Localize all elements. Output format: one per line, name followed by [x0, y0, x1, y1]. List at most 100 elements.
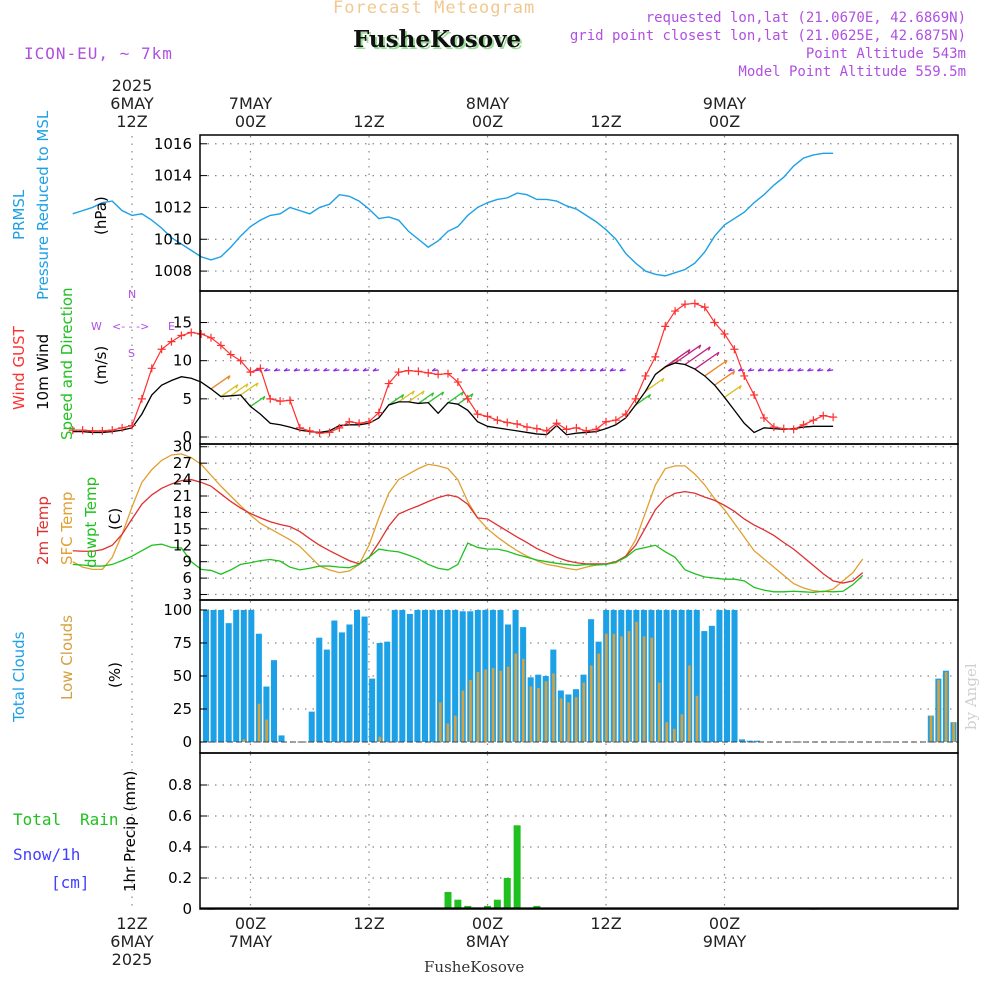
y-tick-label: 1010	[154, 230, 192, 248]
wind-arrow-head	[707, 346, 711, 351]
wind-gust-marker	[147, 364, 156, 373]
wind-arrow-head	[431, 392, 435, 397]
clouds-unit: (%)	[106, 662, 124, 688]
wind-gust-marker	[216, 341, 225, 350]
compass-s: S	[128, 347, 135, 360]
wind-arrow-head	[461, 367, 466, 372]
wind-gust-marker	[572, 423, 581, 432]
wind-gust-marker	[246, 368, 255, 377]
time-label-bottom: 7MAY	[229, 932, 273, 951]
total-clouds-bar	[369, 678, 376, 742]
wind-gust-marker	[226, 350, 235, 359]
time-label-top: 00Z	[472, 112, 503, 131]
wind-gust-marker	[661, 322, 670, 331]
wind-gust-label: Wind GUST	[10, 325, 28, 410]
wind-arrow-head	[313, 367, 318, 372]
wind-gust-marker	[611, 416, 620, 425]
low-clouds-bar	[627, 631, 631, 742]
wind-gust-marker	[78, 426, 87, 435]
wind-arrow-head	[540, 367, 545, 372]
time-label-bottom: 12Z	[116, 914, 147, 933]
rain-bar	[503, 878, 511, 909]
y-tick-label: 25	[173, 700, 192, 718]
pressure-panel-frame	[199, 134, 959, 292]
wind-gust-marker	[394, 368, 403, 377]
total-clouds-bar	[210, 609, 217, 742]
wind-gust-marker	[769, 423, 778, 432]
wind-direction-arrow	[684, 346, 711, 366]
wind-direction-arrow	[230, 383, 249, 397]
wind-arrow-head	[372, 367, 377, 372]
total-clouds-bar	[459, 611, 466, 742]
total-clouds-bar	[225, 623, 232, 742]
wind-gust-marker	[483, 412, 492, 421]
wind-gust-marker	[799, 420, 808, 429]
low-clouds-bar	[559, 698, 563, 742]
y-tick-label: 1016	[154, 135, 192, 153]
temp2m-line	[72, 478, 864, 584]
low-clouds-bar	[944, 672, 948, 742]
time-label-bottom: 6MAY	[110, 932, 154, 951]
total-clouds-bar	[316, 637, 323, 742]
wind-gust-marker	[414, 367, 423, 376]
total-clouds-bar	[421, 609, 428, 742]
wind-arrow-head	[273, 367, 278, 372]
wind-panel-frame	[199, 290, 959, 445]
wind-gust-marker	[513, 420, 522, 429]
low-clouds-bar	[461, 690, 465, 742]
low-clouds-bar	[537, 687, 540, 742]
wind-arrow-head	[500, 367, 505, 372]
wind-direction-arrow	[724, 385, 742, 398]
wind-gust-marker	[374, 408, 383, 417]
wind-arrow-head	[728, 367, 732, 372]
total-clouds-bar	[444, 609, 451, 742]
wind-gust-marker	[167, 337, 176, 346]
time-label-top: 12Z	[116, 112, 147, 131]
low-clouds-bar	[242, 739, 246, 742]
time-label-bottom: 8MAY	[466, 932, 510, 951]
temp2m-label: 2m Temp	[34, 496, 52, 565]
y-tick-label: 12	[173, 536, 192, 554]
wind-gust-marker	[118, 423, 127, 432]
total-clouds-bar	[656, 609, 663, 742]
low-clouds-bar	[544, 681, 548, 742]
wind-gust-marker	[276, 397, 285, 406]
wind-arrow-head	[560, 367, 565, 372]
total-clouds-bar	[361, 616, 368, 742]
time-label-bottom: 12Z	[353, 914, 384, 933]
wind-arrow-head	[461, 391, 464, 396]
wind-arrow-head	[441, 391, 445, 396]
wind-gust-marker	[602, 417, 610, 426]
wind-arrow-head	[737, 367, 742, 372]
time-label-bottom: 00Z	[235, 914, 266, 933]
wind-arrow-head	[767, 367, 772, 372]
wind-gust-marker	[829, 413, 838, 422]
low-clouds-bar	[484, 669, 487, 742]
total-clouds-bar	[331, 620, 338, 742]
y-tick-label: 0.2	[168, 869, 192, 887]
y-tick-label: 5	[182, 390, 192, 408]
wind-gust-marker	[365, 417, 373, 426]
wind-direction-arrow	[664, 349, 691, 368]
y-tick-label: 50	[173, 667, 192, 685]
wind-gust-marker	[681, 300, 689, 309]
wind-gust-marker	[434, 370, 443, 379]
pressure-label-short: PRMSL	[10, 189, 28, 240]
wind-gust-marker	[700, 303, 709, 312]
time-label-top: 9MAY	[703, 94, 747, 113]
wind-arrow-head	[421, 390, 425, 395]
wind-gust-marker	[690, 299, 699, 308]
wind-arrow-head	[816, 367, 821, 372]
total-clouds-bar	[746, 740, 753, 742]
time-label-top: 12Z	[590, 112, 621, 131]
wind-arrow-head	[411, 390, 415, 395]
total-clouds-bar	[467, 611, 474, 742]
total-clouds-bar	[384, 641, 391, 742]
wind-arrow-head	[235, 384, 239, 389]
wind-arrow-head	[732, 370, 736, 376]
total-clouds-bar	[723, 609, 730, 742]
snow-unit: [cm]	[51, 873, 90, 892]
low-clouds-bar	[597, 653, 601, 742]
low-clouds-bar	[582, 682, 586, 742]
